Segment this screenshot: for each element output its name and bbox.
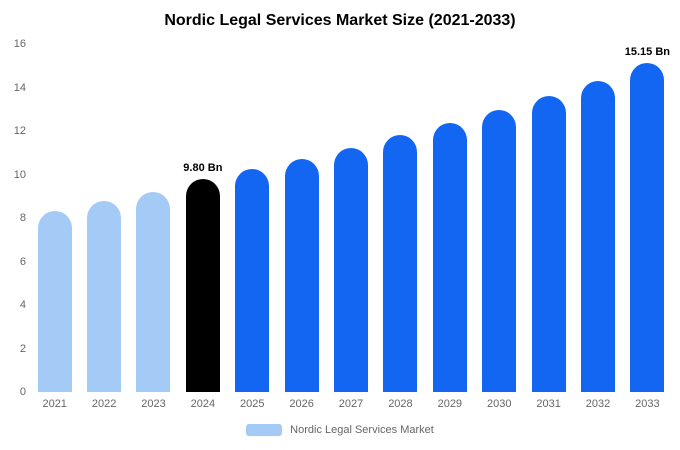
bar-2030	[482, 110, 517, 392]
x-tick-label: 2028	[388, 398, 413, 410]
bar-2022	[87, 200, 122, 392]
bar-column: 9.80 Bn	[178, 44, 227, 392]
x-tick-label: 2023	[141, 398, 166, 410]
legend-label: Nordic Legal Services Market	[290, 424, 434, 436]
x-tick-label: 2033	[635, 398, 660, 410]
bar-2031	[531, 96, 566, 392]
bar-2032	[580, 80, 615, 392]
bar-column: 15.15 Bn	[623, 44, 672, 392]
x-axis: 2021 2022 2023 2024 2025 2026 2027 2028 2029 2030…	[30, 398, 672, 410]
x-tick-label: 2021	[42, 398, 67, 410]
bar-column	[376, 44, 425, 392]
plot-area: 9.80 Bn 15.15 Bn	[30, 44, 672, 392]
bar-2033	[630, 62, 665, 392]
bar-2029	[432, 123, 467, 392]
x-tick-label: 2024	[190, 398, 216, 410]
bar-chart: 0 2 4 6 8 10 12 14 16 9.80 Bn 15.15 Bn 2021 2022 20…	[4, 38, 672, 410]
x-tick-label: 2022	[91, 398, 117, 410]
x-tick-label: 2032	[585, 398, 611, 410]
y-tick-label: 14	[13, 81, 26, 94]
data-label: 9.80 Bn	[183, 161, 223, 174]
plot-wrap: 9.80 Bn 15.15 Bn 2021 2022 2023 2024 2025 2026…	[30, 44, 672, 410]
bar-column	[326, 44, 375, 392]
y-axis: 0 2 4 6 8 10 12 14 16	[4, 38, 30, 398]
y-tick-label: 6	[19, 255, 26, 268]
legend-swatch	[246, 424, 283, 436]
data-label: 15.15 Bn	[624, 45, 670, 58]
x-tick-label: 2031	[536, 398, 561, 410]
chart-title: Nordic Legal Services Market Size (2021-…	[164, 12, 516, 29]
x-tick-label: 2026	[289, 398, 314, 410]
bar-column	[475, 44, 524, 392]
legend: Nordic Legal Services Market	[0, 424, 680, 436]
bar-2023	[136, 191, 171, 392]
bar-column	[573, 44, 622, 392]
x-tick-label: 2027	[338, 398, 364, 410]
bar-2021	[37, 211, 72, 392]
y-tick-label: 12	[13, 125, 26, 137]
y-tick-label: 10	[13, 168, 26, 181]
bar-2026	[284, 159, 319, 392]
bar-column	[228, 44, 277, 392]
y-tick-label: 16	[13, 38, 26, 50]
x-tick-label: 2030	[486, 398, 512, 410]
bar-column	[524, 44, 573, 392]
bar-column	[79, 44, 128, 392]
x-tick-label: 2029	[437, 398, 463, 410]
bar-2024	[185, 178, 220, 392]
bar-2025	[235, 169, 270, 392]
y-tick-label: 4	[19, 299, 26, 311]
y-tick-label: 8	[19, 212, 26, 224]
y-tick-label: 0	[19, 386, 26, 398]
bar-2027	[334, 148, 369, 392]
y-tick-label: 2	[19, 342, 26, 355]
bar-column	[30, 44, 79, 392]
bar-column	[425, 44, 474, 392]
bar-2028	[383, 135, 418, 392]
bar-column	[129, 44, 178, 392]
x-tick-label: 2025	[240, 398, 265, 410]
bar-column	[277, 44, 326, 392]
